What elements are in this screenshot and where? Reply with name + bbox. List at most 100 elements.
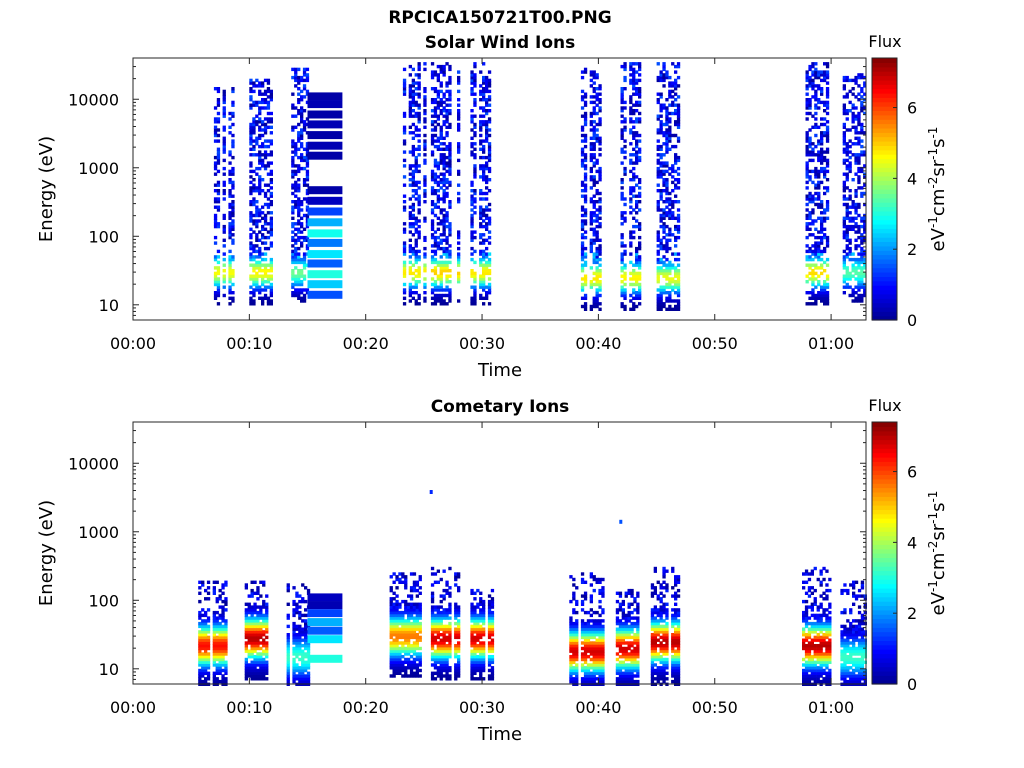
spectrogram-cell [662,189,666,193]
spectrogram-cell [659,257,663,262]
spectrogram-cell [448,89,452,94]
spectrogram-cell [436,619,440,623]
spectrogram-cell [470,644,474,648]
spectrogram-cell [436,200,440,204]
spectrogram-cell [805,150,809,154]
spectrogram-cell [635,255,639,259]
spectrogram-cell [671,81,675,85]
spectrogram-cell [201,663,205,667]
spectrogram-cell [389,619,393,623]
spectrogram-cell [580,277,585,281]
spectrogram-cell [665,75,669,80]
spectrogram-cell [252,139,256,143]
spectrogram-cell [659,307,663,311]
spectrogram-cell [671,180,675,185]
spectrogram-cell [473,644,477,648]
spectrogram-cell [482,660,486,664]
spectrogram-cell [224,635,228,640]
spectrogram-cell [244,649,248,653]
spectrogram-cell [448,255,452,259]
spectrogram-cell [470,668,474,673]
spectrogram-cell [814,191,818,196]
spectrogram-cell [811,257,815,262]
spectrogram-cell [473,677,477,681]
spectrogram-cell [261,252,265,256]
spectrogram-cell [589,142,593,146]
spectrogram-cell [436,89,440,94]
spectrogram-cell [445,84,449,88]
spectrogram-cell [247,652,251,656]
spectrogram-cell [228,169,232,174]
spectrogram-cell [301,599,305,604]
sweep-stripe [307,196,343,205]
spectrogram-cell [473,597,477,601]
spectrogram-cell [305,75,310,80]
spectrogram-cell [485,263,489,267]
spectrogram-cell [216,285,221,289]
spectrogram-cell [470,302,474,306]
spectrogram-cell [224,638,228,642]
spectrogram-cell [417,197,421,201]
spectrogram-cell [572,660,576,664]
spectrogram-cell [848,161,852,165]
spectrogram-cell [418,575,422,579]
sweep-stripe [307,151,343,160]
spectrogram-cell [201,619,205,623]
spectrogram-cell [266,274,271,278]
spectrogram-cell [632,161,636,165]
spectrogram-cell [595,219,599,223]
spectrogram-cell [258,180,262,185]
spectrogram-cell [583,133,588,138]
spectrogram-cell [470,117,474,121]
spectrogram-cell [620,252,624,256]
spectrogram-cell [470,630,474,634]
spectrogram-cell [415,610,419,615]
spectrogram-cell [430,136,435,140]
spectrogram-cell [635,62,639,66]
panel-cometary: Cometary Ions 00:00 00:10 00:20 00:30 00:40 0… [36,396,949,745]
spectrogram-cell [436,64,440,69]
spectrogram-cell [436,296,440,300]
spectrogram-cell [216,249,221,254]
spectrogram-cell [623,216,627,220]
spectrogram-cell [402,205,407,209]
spectrogram-cell [629,120,633,124]
spectrogram-cell [808,216,812,220]
spectrogram-cell [213,255,218,259]
spectrogram-cell [860,153,864,157]
spectrogram-cell [848,166,852,171]
spectrogram-cell [392,605,396,609]
spectrogram-cell [454,671,458,675]
spectrogram-cell [301,679,305,684]
spectrogram-cell [291,216,295,220]
spectrogram-cell [490,657,495,662]
spectrogram-cell [479,610,483,615]
spectrogram-cell [300,158,304,163]
spectrogram-cell [665,180,669,185]
spectrogram-cell [263,100,268,105]
spectrogram-cell [224,646,228,651]
spectrogram-cell [297,166,301,171]
spectrogram-cell [671,144,675,149]
spectrogram-cell [407,594,411,598]
spectrogram-cell [482,224,486,229]
spectrogram-cell [411,205,415,209]
spectrogram-cell [216,191,221,196]
spectrogram-cell [392,646,396,651]
spectrogram-cell [479,674,483,678]
spectrogram-cell [623,296,627,300]
colorbar-segment [872,197,897,203]
spectrogram-cell [823,249,827,254]
spectrogram-cell [294,241,298,245]
spectrogram-cell [482,238,486,242]
spectrogram-cell [595,128,599,132]
spectrogram-cell [306,591,311,595]
spectrogram-cell [255,285,259,289]
x-tick-label: 00:50 [692,334,738,353]
spectrogram-cell [860,277,864,281]
spectrogram-cell [845,255,849,259]
spectrogram-cell [659,114,663,118]
spectrogram-cell [417,233,421,237]
spectrogram-cell [676,230,681,234]
spectrogram-cell [656,100,660,105]
